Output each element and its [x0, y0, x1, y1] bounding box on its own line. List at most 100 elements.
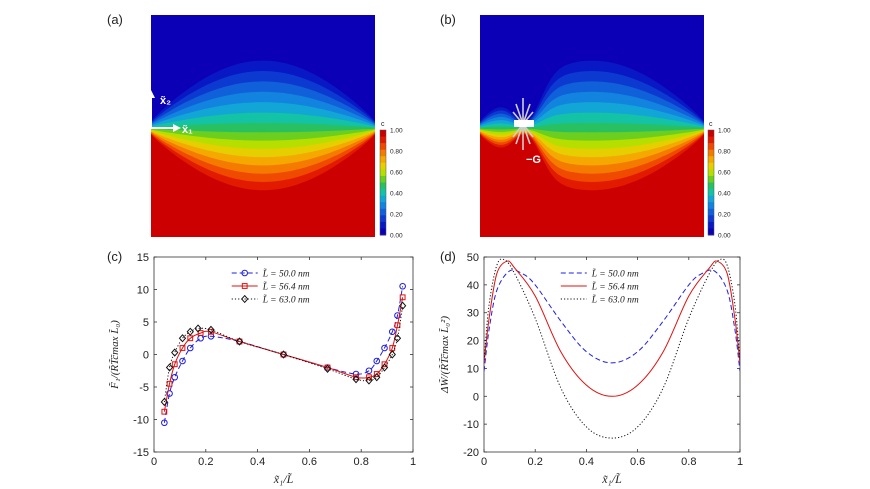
data-point: [381, 361, 388, 368]
y-tick-label: 10: [467, 363, 479, 375]
x-tick-label: 0.2: [198, 456, 213, 468]
contour-map-b: [480, 15, 704, 237]
data-point: [398, 301, 407, 310]
colorbar-a: c 1.00 0.80 0.60 0.40 0.20 0.00: [379, 121, 403, 240]
colorbar-swatch: [708, 156, 714, 164]
data-point: [179, 357, 186, 365]
colorbar-swatch: [708, 208, 714, 216]
colorbar-swatch: [380, 175, 386, 183]
data-point: [179, 345, 186, 351]
axis-x2-label: x̃₂: [160, 95, 171, 107]
y-tick-label: 40: [467, 280, 479, 292]
axis-arrows-a: x̃₂ x̃₁: [147, 90, 193, 136]
data-point: [241, 294, 249, 304]
colorbar-swatch: [708, 162, 714, 170]
colorbar-frame: [707, 129, 715, 236]
legend-label-2: L̃ = 56.4 nm: [262, 280, 310, 293]
colorbar-swatch: [380, 136, 386, 144]
colorbar-tick-label: 1.00: [718, 128, 731, 135]
series-line-2: [163, 297, 404, 412]
data-point: [186, 327, 194, 336]
chart-d: 0 0.2 0.4 0.6 0.8 1 50 40 30 20 10 0 -10 -20 x̃₁/L̃ ΔW̃…: [438, 252, 743, 486]
data-point: [323, 364, 332, 373]
data-point: [165, 363, 174, 372]
data-point: [394, 312, 401, 319]
colorbar-frame: [379, 129, 387, 236]
series-group: [160, 282, 407, 427]
data-point: [399, 294, 406, 301]
x-tick-label: 0.2: [528, 456, 543, 468]
colorbar-swatch: [380, 215, 386, 223]
data-point: [160, 397, 169, 407]
series-line-3: [484, 258, 740, 439]
x-tick-label: 1: [737, 456, 743, 468]
data-point: [393, 334, 402, 343]
legend-label-1: L̃ = 50.0 nm: [262, 267, 310, 280]
colorbar-tick-label: 0.40: [718, 191, 731, 198]
colorbar-tick-label: 0.60: [718, 170, 731, 177]
colorbar-swatch: [380, 130, 386, 138]
colorbar-swatch: [380, 228, 386, 236]
panel-label-d: (d): [440, 249, 456, 264]
data-point: [279, 350, 288, 359]
x-tick-label: 0.4: [579, 456, 594, 468]
colorbar-swatch: [708, 175, 714, 183]
x-tick-label: 0.8: [681, 456, 696, 468]
data-point: [241, 269, 248, 277]
data-point: [178, 334, 187, 343]
y-tick-label: -15: [133, 447, 149, 459]
colorbar-swatch: [380, 143, 386, 151]
colorbar-tick-label: 1.00: [390, 128, 403, 135]
data-point: [366, 374, 372, 381]
data-point: [394, 322, 401, 329]
x-tick-label: 1: [410, 456, 416, 468]
data-point: [399, 282, 406, 290]
colorbar-swatch: [708, 136, 714, 144]
colorbar-swatch: [708, 195, 714, 203]
data-point: [381, 344, 388, 352]
data-point: [365, 367, 373, 375]
data-point: [186, 344, 194, 352]
x-axis-label: x̃₁/L̃: [601, 472, 622, 486]
x-axis-label: x̃₁/L̃: [273, 472, 294, 486]
data-point: [194, 324, 202, 333]
colorbar-swatch: [708, 130, 714, 138]
force-label: −G: [526, 154, 541, 166]
data-point: [166, 390, 173, 397]
panel-label-c: (c): [107, 249, 122, 264]
data-point: [373, 357, 381, 365]
data-point: [166, 380, 173, 387]
data-point: [241, 283, 248, 289]
x-tick-label: 0: [151, 456, 157, 468]
legend-label-3: L̃ = 63.0 nm: [591, 293, 639, 306]
y-tick-label: 5: [143, 317, 149, 329]
colorbar-swatch: [708, 149, 714, 157]
data-point: [373, 373, 381, 382]
colorbar-swatch: [380, 195, 386, 203]
colorbar-swatch: [708, 143, 714, 151]
colorbar-swatch: [380, 189, 386, 197]
data-point: [388, 350, 396, 359]
colorbar-tick-label: 0.80: [390, 149, 403, 156]
force-arrows-b: −G: [512, 98, 541, 166]
colorbar-swatch: [380, 162, 386, 170]
colorbar-swatch: [708, 182, 714, 190]
data-point: [373, 371, 380, 377]
plot-area: [483, 256, 741, 453]
colorbar-swatch: [708, 215, 714, 223]
series-group: [484, 258, 740, 439]
panel-label-b: (b): [440, 12, 456, 27]
colorbar-tick-label: 0.00: [390, 233, 403, 240]
colorbar-swatch: [708, 202, 714, 210]
colorbar-swatch: [380, 221, 386, 229]
data-point: [388, 328, 396, 336]
colorbar-swatch: [708, 221, 714, 229]
y-tick-label: 0: [143, 350, 149, 362]
y-tick-label: 30: [467, 308, 479, 320]
data-point: [208, 328, 214, 335]
chart-c: 0 0.2 0.4 0.6 0.8 1 15 10 5 0 -5 -10 -15 x̃₁/L̃ F̃₁/(R…: [108, 252, 416, 486]
colorbar-swatch: [380, 202, 386, 210]
contour-band: [480, 134, 704, 237]
x-tick-label: 0.6: [302, 456, 317, 468]
colorbar-swatch: [708, 169, 714, 177]
